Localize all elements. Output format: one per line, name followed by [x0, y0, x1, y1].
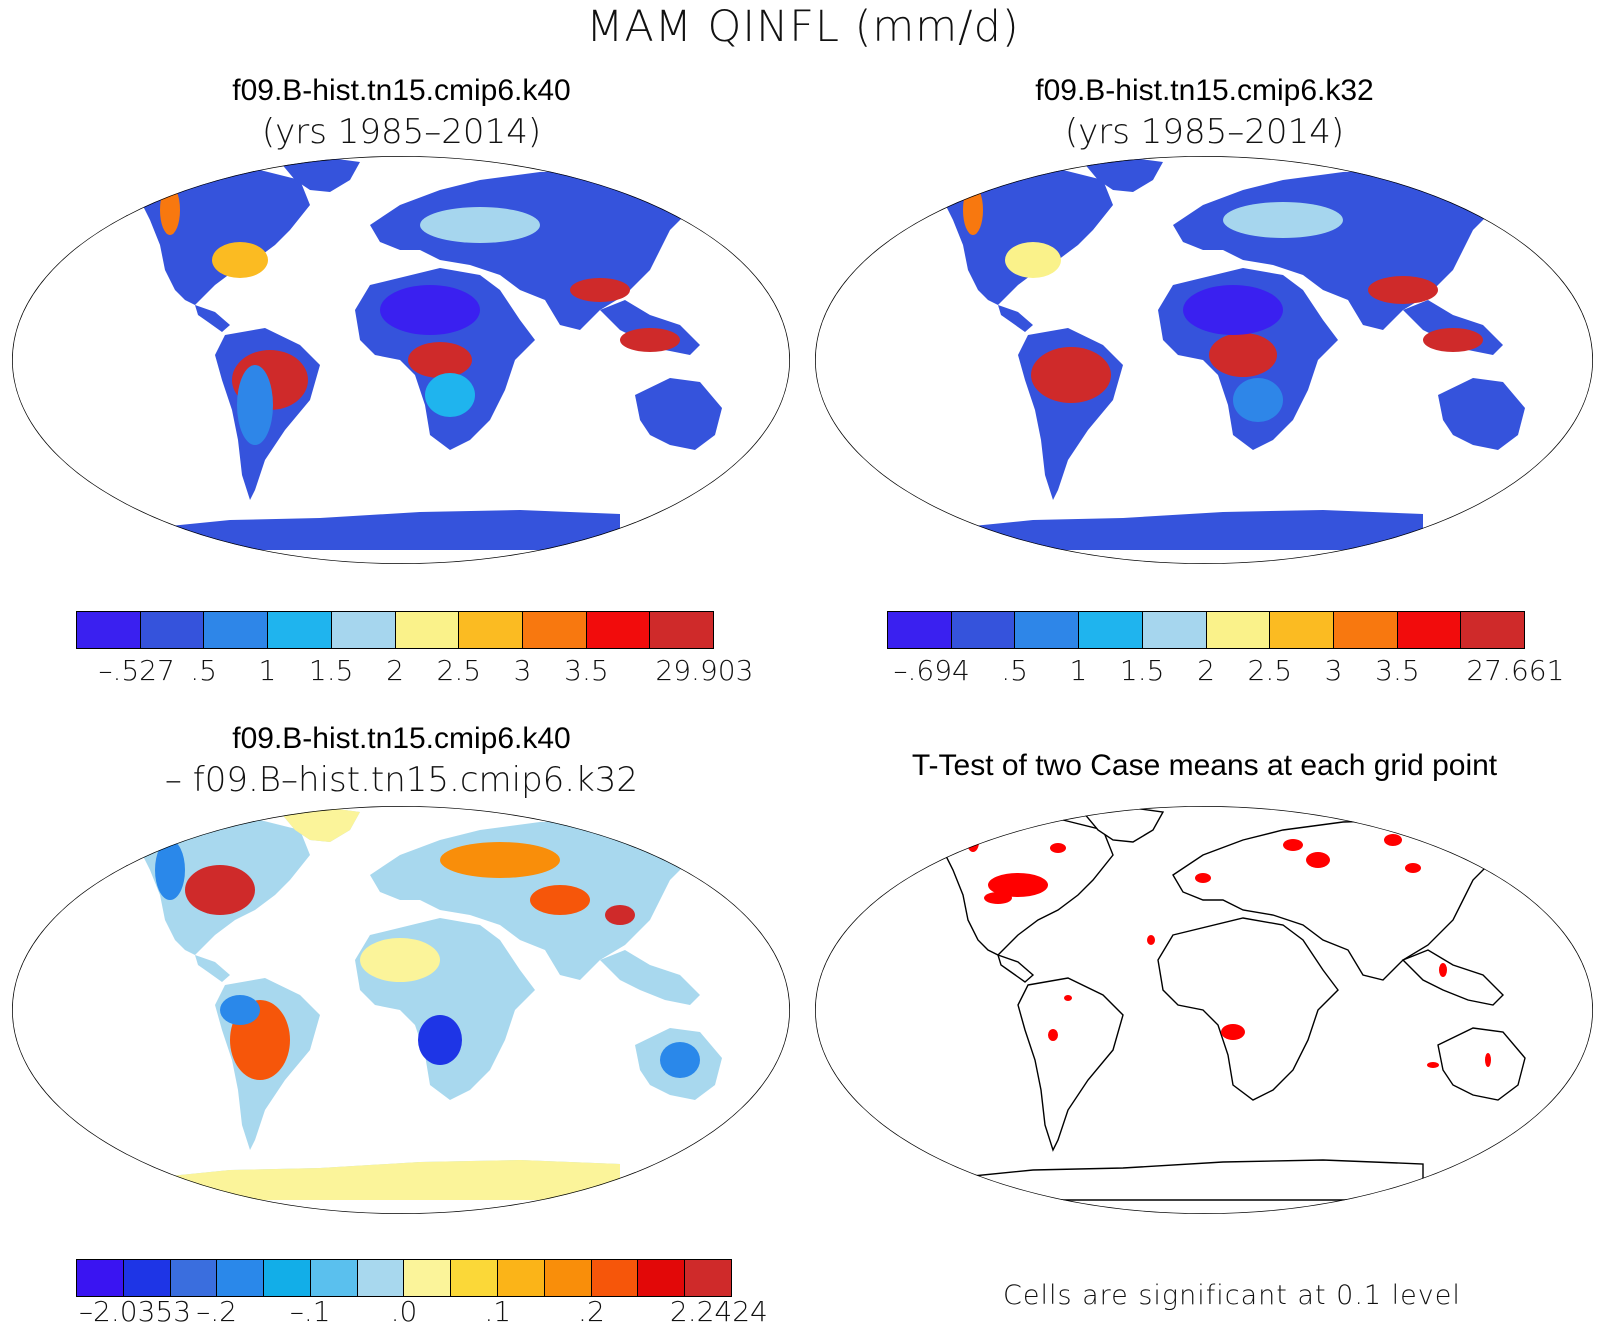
colorbar-tick-label: 2.2424: [669, 1295, 768, 1328]
map-panel-ttest: [803, 800, 1606, 1220]
colorbar-swatch: [451, 1260, 499, 1296]
colorbar-tick-label: –.527: [98, 654, 175, 687]
colorbar-tick-label: 2: [386, 654, 404, 687]
significance-note: Cells are significant at 0.1 level: [1003, 1280, 1461, 1311]
colorbar-swatch: [888, 612, 952, 648]
colorbar-swatch: [123, 1260, 171, 1296]
colorbar-tick-label: 1: [1069, 654, 1088, 687]
colorbar-tick-label: 2: [1197, 654, 1215, 687]
colorbar-tick-label: –.1: [289, 1295, 331, 1328]
colorbar-tick-label: .5: [190, 654, 217, 687]
colorbar-swatch: [77, 1260, 124, 1296]
colorbar-tick-label: 29.903: [655, 654, 754, 687]
panel-br-title: T-Test of two Case means at each grid po…: [911, 749, 1498, 782]
colorbar-tick-label: 3: [513, 654, 532, 687]
colorbar-tick-label: 2.5: [1247, 654, 1293, 687]
colorbar-case1-labels: –.527 .5 1 1.5 2 2.5 3 3.5 29.903: [76, 654, 753, 688]
colorbar-swatch: [170, 1260, 218, 1296]
colorbar-swatch: [1015, 612, 1080, 648]
colorbar-case2: [887, 611, 1525, 649]
panel-tr-subtitle: (yrs 1985–2014): [1064, 112, 1345, 152]
map-panel-case2: [803, 150, 1606, 570]
panel-tl-title: f09.B-hist.tn15.cmip6.k40: [232, 74, 571, 107]
figure-title: MAM QINFL (mm/d): [586, 2, 1020, 52]
colorbar-swatch: [638, 1260, 686, 1296]
panel-bl-title: f09.B-hist.tn15.cmip6.k40: [232, 722, 571, 755]
colorbar-tick-label: .2: [578, 1295, 605, 1328]
colorbar-swatch: [264, 1260, 311, 1296]
colorbar-swatch: [1079, 612, 1143, 648]
colorbar-tick-label: 3.5: [1375, 654, 1420, 687]
colorbar-difference: [76, 1259, 732, 1297]
colorbar-tick-label: 3.5: [564, 654, 609, 687]
colorbar-swatch: [685, 1260, 731, 1296]
colorbar-swatch: [1461, 612, 1525, 648]
colorbar-swatch: [1333, 612, 1398, 648]
panel-bl-subtitle: – f09.B–hist.tn15.cmip6.k32: [164, 760, 639, 800]
colorbar-swatch: [498, 1260, 545, 1296]
colorbar-tick-label: 3: [1324, 654, 1343, 687]
colorbar-tick-label: 2.5: [436, 654, 482, 687]
colorbar-tick-label: –.694: [893, 654, 970, 687]
colorbar-swatch: [951, 612, 1016, 648]
colorbar-case2-labels: –.694 .5 1 1.5 2 2.5 3 3.5 27.661: [887, 654, 1564, 688]
colorbar-swatch: [310, 1260, 358, 1296]
colorbar-swatch: [544, 1260, 592, 1296]
map-panel-case1: [0, 150, 803, 570]
colorbar-difference-labels: –2.0353 –.2 –.1 .0 .1 .2 2.2424: [76, 1295, 768, 1329]
colorbar-tick-label: 1.5: [308, 654, 354, 687]
colorbar-swatch: [1206, 612, 1271, 648]
colorbar-tick-label: .1: [484, 1295, 512, 1328]
colorbar-tick-label: 1.5: [1119, 654, 1165, 687]
colorbar-swatch: [1397, 612, 1462, 648]
colorbar-swatch: [357, 1260, 405, 1296]
colorbar-swatch: [522, 612, 587, 648]
colorbar-swatch: [650, 612, 714, 648]
colorbar-tick-label: –2.0353: [79, 1295, 192, 1328]
colorbar-swatch: [140, 612, 205, 648]
colorbar-case1: [76, 611, 714, 649]
colorbar-swatch: [268, 612, 332, 648]
panel-tr-title: f09.B-hist.tn15.cmip6.k32: [1035, 74, 1374, 107]
map-panel-difference: [0, 800, 803, 1220]
colorbar-tick-label: 1: [258, 654, 277, 687]
colorbar-tick-label: 27.661: [1466, 654, 1565, 687]
colorbar-swatch: [77, 612, 141, 648]
colorbar-tick-label: .5: [1001, 654, 1028, 687]
colorbar-swatch: [204, 612, 269, 648]
colorbar-swatch: [591, 1260, 639, 1296]
colorbar-swatch: [459, 612, 523, 648]
colorbar-tick-label: .0: [390, 1295, 418, 1328]
colorbar-swatch: [395, 612, 460, 648]
colorbar-swatch: [404, 1260, 452, 1296]
panel-tl-subtitle: (yrs 1985–2014): [261, 112, 542, 152]
colorbar-swatch: [331, 612, 396, 648]
colorbar-swatch: [1142, 612, 1207, 648]
colorbar-swatch: [586, 612, 651, 648]
colorbar-swatch: [1270, 612, 1334, 648]
colorbar-swatch: [217, 1260, 265, 1296]
colorbar-tick-label: –.2: [196, 1295, 237, 1328]
